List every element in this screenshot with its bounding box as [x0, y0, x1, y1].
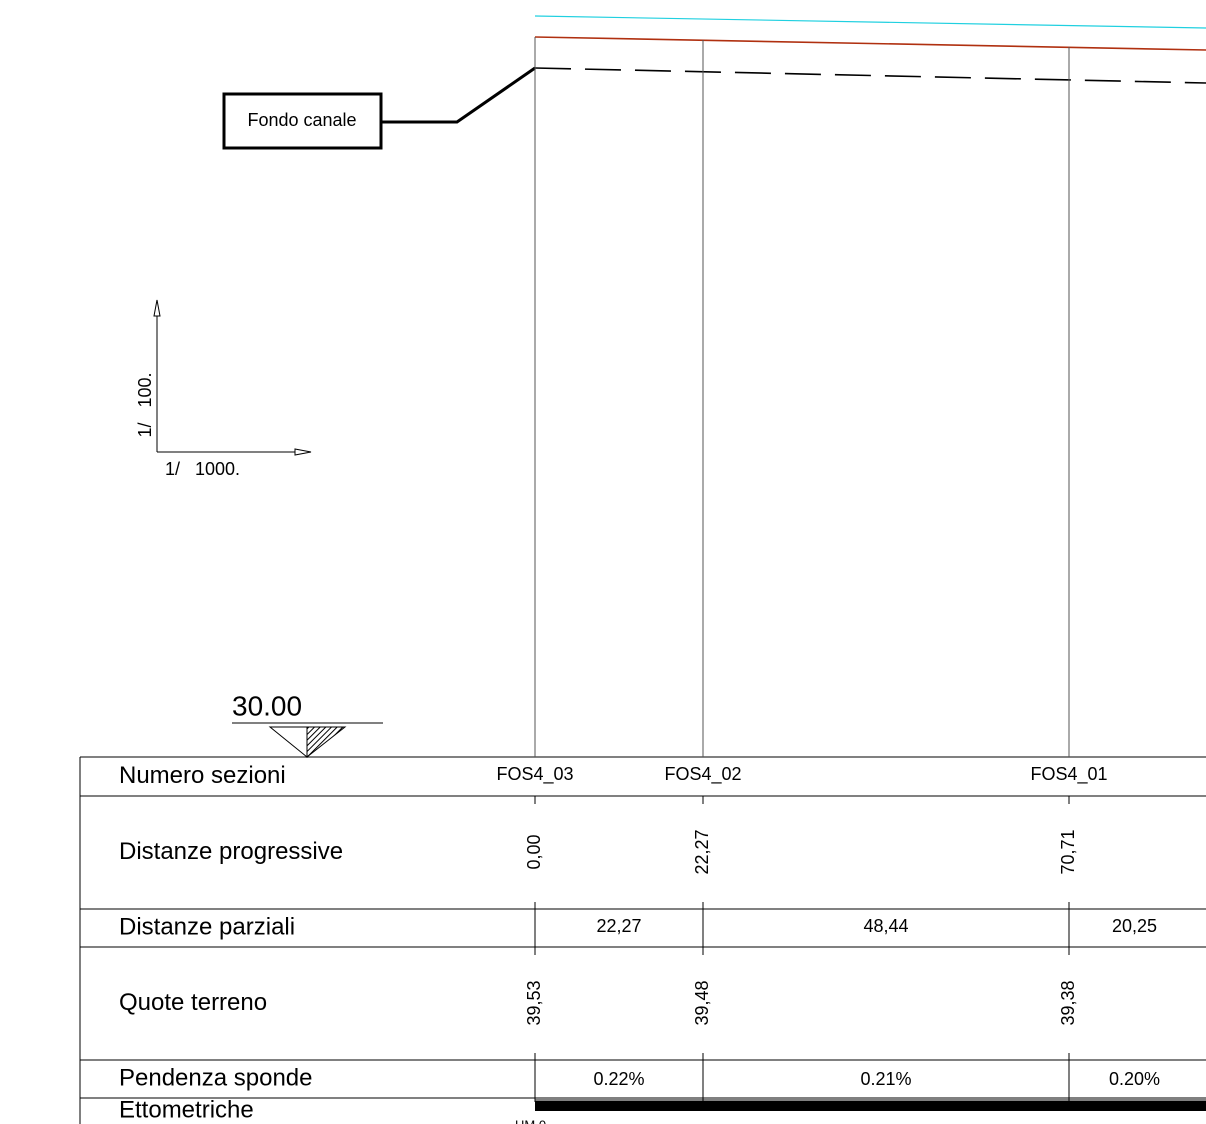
partial-distance: 22,27 — [596, 916, 641, 936]
partial-distance: 48,44 — [863, 916, 908, 936]
row-label: Distanze parziali — [119, 913, 295, 940]
partial-distance: 20,25 — [1112, 916, 1157, 936]
section-name: FOS4_01 — [1030, 764, 1107, 785]
progressive: 70,71 — [1058, 829, 1078, 874]
datum-marker — [306, 726, 347, 759]
horizontal-scale: 1/ 1000. — [165, 459, 240, 479]
channel-bottom-line — [534, 67, 1206, 84]
scale-arrow — [294, 448, 312, 456]
quota: 39,53 — [524, 980, 544, 1025]
row-label: Numero sezioni — [119, 762, 286, 789]
section-name: FOS4_02 — [664, 764, 741, 785]
slope: 0.22% — [593, 1069, 644, 1089]
section-name: FOS4_03 — [496, 764, 573, 785]
row-label: Ettometriche — [119, 1096, 254, 1123]
hm-label: HM 0 — [515, 1117, 546, 1124]
data-table: Numero sezioni Distanze progressive Distan… — [79, 756, 1206, 1124]
water-line — [534, 15, 1206, 29]
callout-text: Fondo canale — [247, 110, 356, 130]
quota: 39,38 — [1058, 980, 1078, 1025]
slope: 0.20% — [1109, 1069, 1160, 1089]
row-label: Distanze progressive — [119, 838, 343, 865]
bank-line — [534, 36, 1206, 51]
row-label: Quote terreno — [119, 989, 267, 1016]
callout-leader — [381, 66, 536, 124]
datum-label: 30.00 — [232, 690, 302, 721]
datum-marker — [268, 726, 308, 759]
row-label: Pendenza sponde — [119, 1064, 313, 1091]
progressive: 0,00 — [524, 834, 544, 869]
hectometric-bar — [535, 1101, 1206, 1111]
progressive: 22,27 — [692, 829, 712, 874]
quota: 39,48 — [692, 980, 712, 1025]
slope: 0.21% — [860, 1069, 911, 1089]
scale-arrow — [153, 299, 161, 317]
vertical-scale: 1/ 100. — [135, 372, 155, 437]
